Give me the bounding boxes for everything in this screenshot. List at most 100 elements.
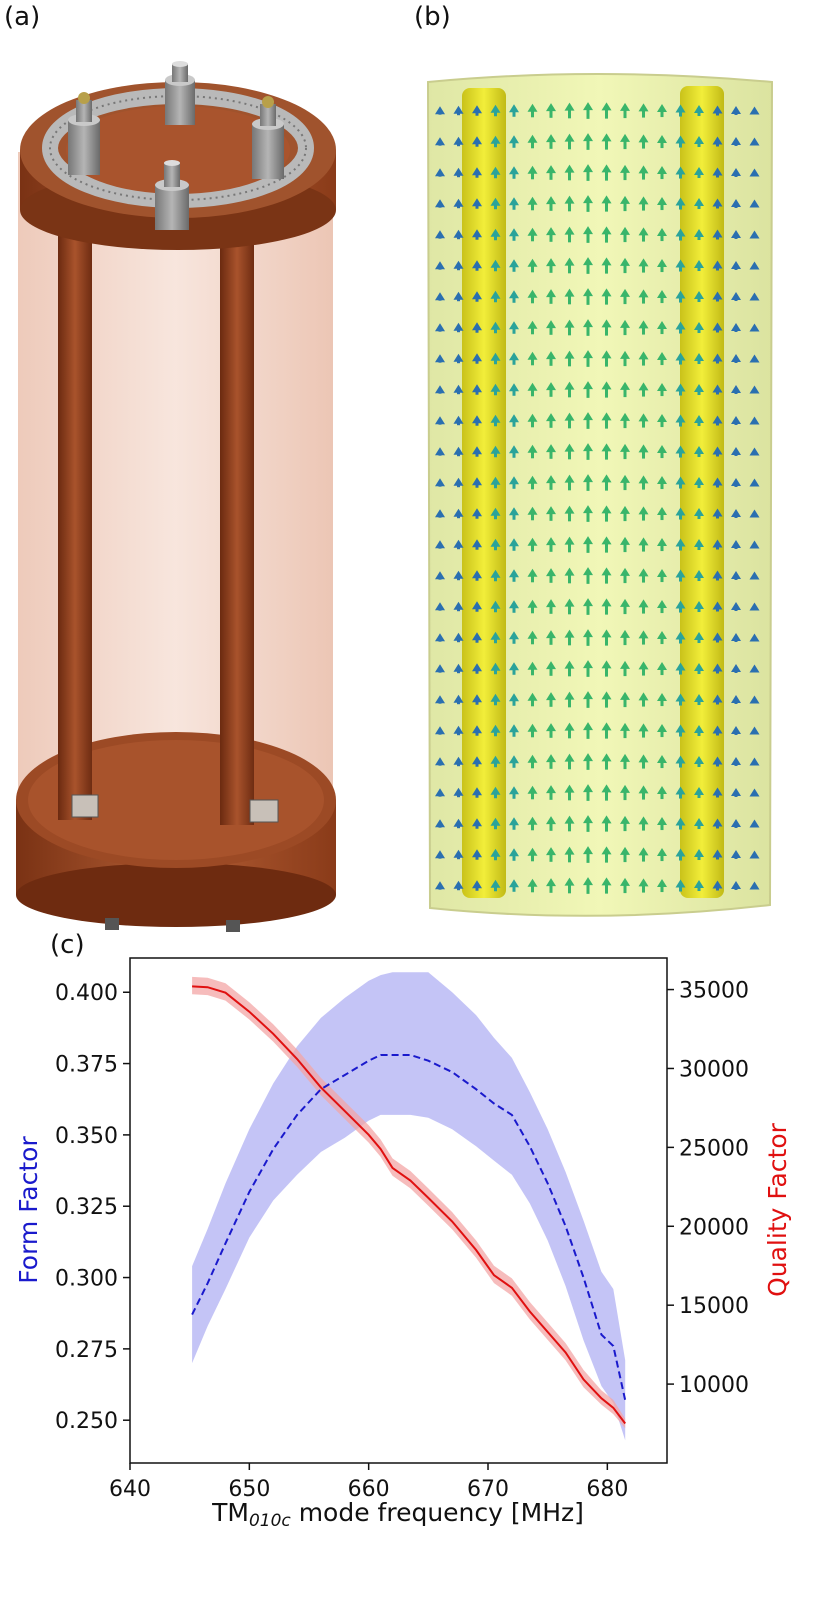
field-arrow [453, 291, 464, 302]
field-arrow [675, 631, 686, 644]
field-arrow [731, 788, 741, 797]
field-arrow [657, 878, 667, 893]
quality-factor-band [192, 976, 626, 1429]
field-arrow [546, 196, 556, 211]
field-arrow [564, 257, 575, 274]
field-arrow [675, 259, 686, 272]
field-arrow [675, 445, 686, 458]
field-arrow [583, 536, 593, 553]
field-arrow [435, 602, 445, 611]
field-arrow [490, 848, 501, 861]
field-arrow [564, 474, 575, 491]
field-arrow [657, 351, 667, 366]
field-arrow [675, 414, 686, 427]
field-arrow [749, 819, 760, 828]
field-arrow [694, 724, 704, 737]
field-arrow [472, 539, 482, 550]
field-arrow [509, 383, 519, 396]
field-arrow [601, 598, 612, 615]
field-arrow [527, 258, 538, 273]
field-arrow [675, 476, 686, 489]
field-arrow [749, 292, 760, 301]
field-arrow [509, 538, 519, 551]
field-arrow [583, 319, 593, 336]
field-arrow [472, 508, 482, 519]
field-arrow [712, 384, 723, 395]
field-arrow [564, 815, 575, 832]
field-arrow [453, 446, 464, 457]
field-arrow [453, 477, 464, 488]
field-arrow [472, 291, 482, 302]
field-arrow [620, 722, 630, 739]
field-arrow [749, 881, 760, 890]
field-arrow [749, 478, 760, 487]
field-arrow [509, 290, 519, 303]
field-arrow [527, 196, 538, 211]
x-tick-label: 650 [228, 1477, 270, 1502]
field-arrow [564, 505, 575, 522]
field-arrow [435, 168, 445, 177]
field-arrow [638, 227, 649, 242]
field-arrow [657, 320, 667, 335]
field-arrow [694, 817, 704, 830]
field-arrow [694, 197, 704, 210]
field-arrow [712, 136, 723, 147]
field-arrow [472, 787, 482, 798]
field-arrow [472, 694, 482, 705]
field-arrow [564, 412, 575, 429]
field-arrow [712, 353, 723, 364]
field-arrow [638, 568, 649, 583]
field-arrow [453, 322, 464, 333]
field-arrow [472, 632, 482, 643]
field-arrow [490, 197, 501, 210]
field-arrow [694, 631, 704, 644]
field-arrow [472, 756, 482, 767]
field-arrow [527, 692, 538, 707]
field-arrow [601, 691, 612, 708]
field-arrow [601, 815, 612, 832]
field-arrow [657, 816, 667, 831]
field-arrow [712, 818, 723, 829]
field-arrow [694, 755, 704, 768]
field-arrow [657, 599, 667, 614]
field-arrow [638, 351, 649, 366]
field-arrow [657, 847, 667, 862]
field-arrow [509, 104, 519, 117]
field-arrow [657, 289, 667, 304]
field-arrow [490, 414, 501, 427]
field-arrow [601, 350, 612, 367]
field-arrow [657, 413, 667, 428]
field-arrow [657, 382, 667, 397]
field-arrow [564, 164, 575, 181]
field-arrow [601, 505, 612, 522]
x-tick-label: 680 [586, 1477, 628, 1502]
field-arrow [564, 629, 575, 646]
field-arrow [546, 165, 556, 180]
x-axis-title-sub: 010c [249, 1511, 291, 1531]
field-arrow [527, 599, 538, 614]
field-arrow [453, 415, 464, 426]
field-arrow [749, 199, 760, 208]
field-arrow [509, 197, 519, 210]
field-arrow [490, 352, 501, 365]
field-arrow [509, 352, 519, 365]
field-arrow [675, 228, 686, 241]
y-axis-right-title: Quality Factor [763, 1122, 792, 1297]
field-arrow [749, 664, 760, 673]
field-arrow [472, 849, 482, 860]
field-arrow [694, 786, 704, 799]
field-arrow [490, 104, 501, 117]
field-arrow [749, 633, 760, 642]
field-arrow [435, 633, 445, 642]
field-arrow [731, 447, 741, 456]
field-arrow [638, 599, 649, 614]
field-arrow [546, 568, 556, 583]
field-arrow [712, 167, 723, 178]
field-arrow [731, 819, 741, 828]
field-arrow [453, 632, 464, 643]
field-arrow [749, 540, 760, 549]
field-arrow [620, 753, 630, 770]
field-arrow [546, 847, 556, 862]
field-arrow [675, 352, 686, 365]
field-arrow [638, 382, 649, 397]
